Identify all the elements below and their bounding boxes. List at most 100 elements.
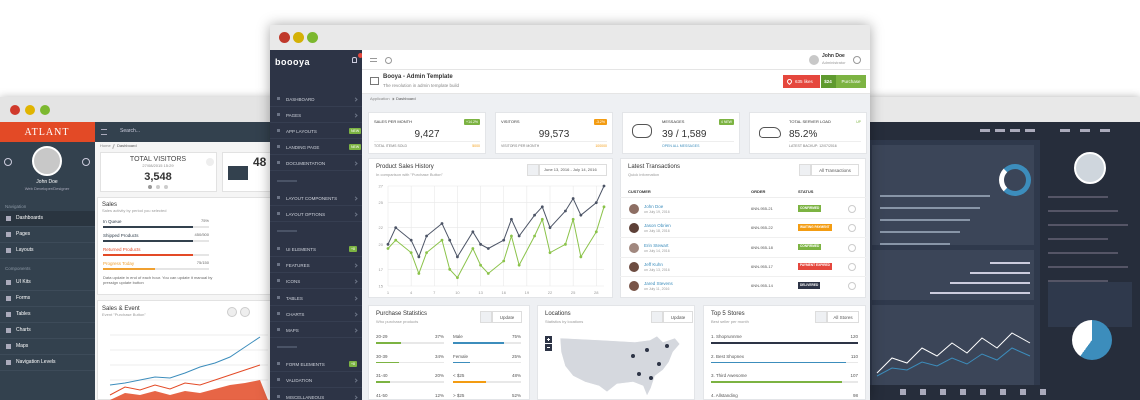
y-tick-label: 22 <box>379 225 384 230</box>
divider <box>662 141 734 142</box>
nav-item[interactable] <box>0 323 95 339</box>
icon-button[interactable] <box>480 311 492 323</box>
nav-icon <box>277 113 280 116</box>
data-point <box>409 251 413 255</box>
data-point <box>471 230 475 234</box>
text: FORM ELEMENTS <box>286 362 325 367</box>
nav-item[interactable] <box>0 355 95 371</box>
text: 75/150 <box>196 260 209 265</box>
text: Top 5 Stores <box>711 311 745 317</box>
logo: ATLANT <box>24 127 70 138</box>
avatar <box>629 281 639 292</box>
nav-item[interactable] <box>270 291 362 306</box>
data-point <box>386 247 390 250</box>
purchase-button[interactable] <box>836 75 866 88</box>
progress-track <box>453 381 521 383</box>
nav-item[interactable] <box>270 140 362 155</box>
icon-button[interactable] <box>799 164 811 176</box>
x-tick-label: 25 <box>571 290 576 295</box>
nav-item[interactable] <box>270 92 362 107</box>
window-button <box>10 105 20 115</box>
avatar <box>629 204 639 214</box>
like-button[interactable] <box>783 75 820 88</box>
text: DOCUMENTATION <box>286 161 326 166</box>
data-point <box>594 201 598 205</box>
data-point <box>425 234 428 238</box>
data-point <box>440 222 444 225</box>
placeholder-line <box>1048 196 1108 198</box>
location-dot <box>631 354 635 358</box>
data-point <box>417 255 421 259</box>
avatar <box>629 223 639 234</box>
text: John Doe <box>644 204 664 209</box>
nav-icon <box>277 97 280 100</box>
button[interactable] <box>492 311 522 323</box>
data-point <box>548 251 552 255</box>
menu-placeholder <box>995 129 1005 132</box>
nav-item[interactable] <box>270 258 362 273</box>
button[interactable] <box>663 311 693 323</box>
nav-item[interactable] <box>0 291 95 307</box>
text: Male <box>453 334 463 339</box>
nav-item[interactable] <box>270 373 362 388</box>
nav-item[interactable] <box>270 207 362 222</box>
data-point <box>564 209 567 213</box>
nav-item[interactable] <box>0 243 95 259</box>
nav-item[interactable] <box>0 275 95 291</box>
nav-item[interactable] <box>270 124 362 139</box>
text: 12% <box>434 392 444 398</box>
calendar-icon[interactable] <box>527 164 539 176</box>
nav-item[interactable] <box>270 191 362 206</box>
decor-line <box>109 364 261 396</box>
bell-icon <box>352 57 357 63</box>
nav-item[interactable] <box>270 307 362 322</box>
button[interactable] <box>811 164 859 176</box>
text: MISCELLANEOUS <box>286 395 325 400</box>
nav-item[interactable] <box>0 211 95 227</box>
menu-placeholder <box>1060 129 1070 132</box>
nav-item[interactable] <box>0 227 95 243</box>
button[interactable] <box>827 311 859 323</box>
data-point <box>602 205 606 209</box>
nav-icon <box>277 378 280 381</box>
icon-button[interactable] <box>815 311 827 323</box>
nav-item[interactable] <box>270 357 362 372</box>
text: Dashboards <box>16 215 43 221</box>
section-header-placeholder <box>277 346 297 348</box>
nav-item[interactable] <box>270 274 362 289</box>
nav-item[interactable] <box>270 323 362 338</box>
placeholder-line <box>880 231 960 233</box>
data-point <box>502 259 506 263</box>
date-range[interactable] <box>539 164 607 176</box>
menu-icon <box>370 58 377 62</box>
text: LANDING PAGE <box>286 145 320 150</box>
icon-button[interactable] <box>651 311 663 323</box>
nav-item[interactable] <box>270 156 362 171</box>
column-header: STATUS <box>798 189 814 194</box>
decor-line <box>109 336 261 386</box>
text: 2. Best Shopnex <box>711 353 745 359</box>
footer-icon <box>1020 389 1026 395</box>
text: UI Kits <box>16 279 31 285</box>
decor-area <box>110 380 268 400</box>
nav-badge: +8 <box>349 246 357 253</box>
data-point <box>571 217 575 221</box>
window-button <box>292 31 304 43</box>
nav-item[interactable] <box>0 339 95 355</box>
text: on July 13, 2016 <box>644 267 670 272</box>
text: PAGES <box>286 113 302 118</box>
tool-button <box>240 307 250 317</box>
action-button <box>848 262 856 271</box>
nav-item[interactable] <box>0 307 95 323</box>
text: 30-39 <box>376 353 388 359</box>
nav-item[interactable] <box>270 242 362 257</box>
title-bar <box>270 25 870 50</box>
text: 41-50 <box>376 392 388 398</box>
placeholder-line <box>880 219 970 221</box>
x-tick-label: 4 <box>410 290 413 295</box>
icon <box>82 158 90 166</box>
panel <box>872 305 1034 385</box>
nav-item[interactable] <box>270 108 362 123</box>
